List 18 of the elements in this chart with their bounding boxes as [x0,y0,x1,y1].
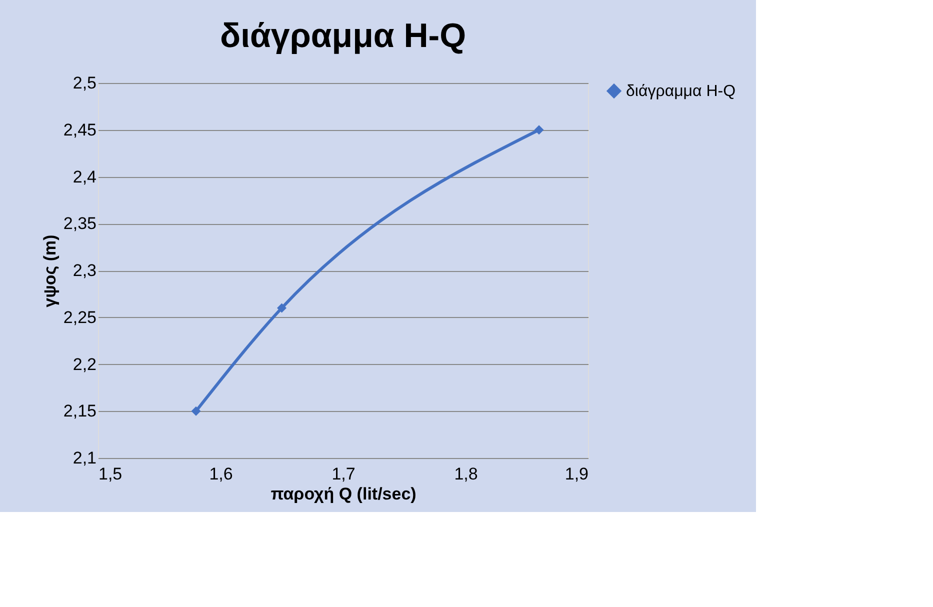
y-tick-label: 2,25 [63,308,96,327]
x-tick-label: 1,6 [209,464,233,484]
x-tick-label: 1,5 [98,464,122,484]
y-axis-title: γψος (m) [40,234,60,308]
y-tick-label: 2,35 [63,214,96,234]
y-tick-label: 2,15 [63,402,96,421]
x-tick-label: 1,7 [332,464,356,484]
y-tick-label: 2,2 [72,354,96,374]
y-tick-label: 2,1 [72,448,96,468]
x-tick-label: 1,9 [564,464,588,484]
y-tick-label: 2,45 [63,120,96,140]
chart-title: διάγραμμα H-Q [220,17,466,55]
x-tick-label: 1,8 [454,464,478,484]
y-tick-label: 2,5 [72,74,96,92]
legend-label: διάγραμμα H-Q [626,83,736,100]
y-tick-label: 2,3 [72,261,96,280]
y-tick-label: 2,4 [72,167,96,186]
x-axis-title: παροχή Q (lit/sec) [270,484,416,504]
